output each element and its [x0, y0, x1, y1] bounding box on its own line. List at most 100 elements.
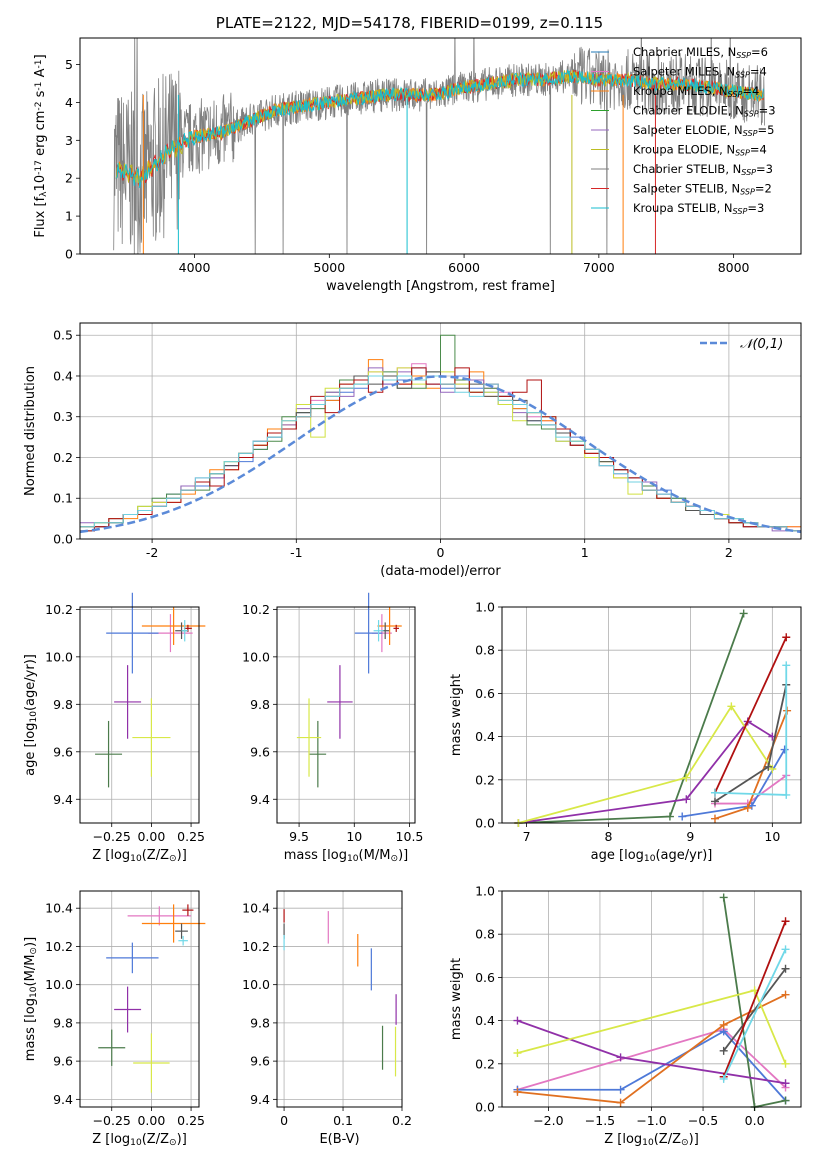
legend-label: Salpeter STELIB, NSSP=2	[633, 182, 772, 197]
x-tick-label: 7	[523, 829, 531, 844]
mass-weight-series	[518, 704, 774, 824]
y-tick-label: 9.6	[53, 1054, 73, 1069]
y-tick-label: 1	[65, 209, 73, 224]
y-tick-label: 0.2	[475, 772, 495, 787]
marker-plus	[513, 1016, 522, 1025]
y-axis-label: mass [log10(M/M⊙)]	[23, 937, 39, 1061]
y-tick-label: 9.6	[250, 744, 270, 759]
y-tick-label: 0.2	[53, 450, 73, 465]
y-tick-label: 0.4	[475, 1013, 495, 1028]
y-tick-label: 9.8	[250, 697, 270, 712]
x-tick-label: 8000	[718, 260, 750, 275]
marker-plus	[665, 812, 674, 821]
y-tick-label: 0.4	[53, 368, 73, 383]
legend-label: Kroupa STELIB, NSSP=3	[633, 201, 764, 216]
y-tick-label: 4	[65, 95, 73, 110]
x-tick-label: 7000	[583, 260, 615, 275]
y-tick-label: 10.2	[242, 939, 270, 954]
marker-plus	[781, 990, 790, 999]
marker-plus	[782, 790, 791, 799]
y-tick-label: 2	[65, 171, 73, 186]
x-tick-label: 0	[437, 545, 445, 560]
y-tick-label: 10.0	[242, 977, 270, 992]
plot-panel-7	[502, 890, 801, 1108]
marker-plus	[781, 1096, 790, 1105]
x-tick-label: 10.5	[396, 829, 424, 844]
marker-plus	[513, 1049, 522, 1057]
y-tick-label: 10.2	[45, 602, 73, 617]
legend-label: Chabrier ELODIE, NSSP=3	[633, 104, 776, 119]
legend-label: Chabrier MILES, NSSP=6	[633, 45, 768, 60]
y-tick-label: 9.4	[250, 1092, 270, 1107]
data-spectrum-line	[113, 38, 765, 254]
marker-plus	[710, 814, 719, 823]
y-tick-label: 0.6	[475, 686, 495, 701]
y-tick-label: 0.3	[53, 409, 73, 424]
axes-frame	[276, 890, 403, 1108]
y-tick-label: 9.8	[53, 1015, 73, 1030]
y-tick-label: 9.8	[53, 697, 73, 712]
marker-plus	[719, 1020, 728, 1029]
y-tick-label: 0.1	[53, 491, 73, 506]
y-tick-label: 10.0	[242, 649, 270, 664]
y-axis-label: mass weight	[449, 958, 464, 1040]
y-tick-label: 0.8	[475, 643, 495, 658]
mass-weight-series	[518, 613, 745, 824]
x-tick-label: −0.25	[93, 1113, 131, 1128]
x-tick-label: 0.25	[177, 1113, 205, 1128]
x-tick-label: 1	[581, 545, 589, 560]
x-axis-label: wavelength [Angstrom, rest frame]	[326, 279, 555, 294]
legend-label: Chabrier STELIB, NSSP=3	[633, 162, 773, 177]
x-tick-label: -2	[146, 545, 158, 560]
x-tick-label: 10	[764, 829, 780, 844]
y-tick-label: 0.0	[53, 532, 73, 547]
x-axis-label: E(B-V)	[319, 1132, 359, 1147]
x-tick-label: -1	[290, 545, 302, 560]
y-axis-label: age [log10(age/yr)]	[23, 654, 39, 776]
mass-weight-series	[714, 636, 788, 794]
plot-panel-6	[277, 891, 403, 1107]
model-spectrum-line	[115, 69, 764, 189]
x-tick-label: −2.0	[533, 1113, 563, 1128]
y-tick-label: 1.0	[475, 884, 495, 899]
y-tick-label: 0.8	[475, 927, 495, 942]
y-axis-label: mass weight	[449, 674, 464, 756]
marker-plus	[739, 609, 748, 618]
x-tick-label: 0.25	[177, 829, 205, 844]
y-tick-label: 9.4	[250, 792, 270, 807]
mass-weight-series	[517, 1030, 787, 1102]
legend-label: Kroupa MILES, NSSP=4	[633, 84, 759, 99]
x-tick-label: −0.5	[688, 1113, 718, 1128]
x-tick-label: 9.5	[289, 829, 309, 844]
marker-plus	[727, 702, 736, 711]
y-tick-label: 10.4	[45, 901, 73, 916]
y-axis-label: Normed distribution	[23, 366, 38, 496]
mass-weight-series	[722, 920, 787, 1078]
y-tick-label: 10.4	[242, 901, 270, 916]
mass-weight-series	[518, 720, 773, 824]
y-tick-label: 9.8	[250, 1015, 270, 1030]
x-axis-label: age [log10(age/yr)]	[591, 848, 713, 864]
x-tick-label: −0.25	[93, 829, 131, 844]
x-tick-label: 0.00	[137, 829, 165, 844]
x-tick-label: 0.00	[137, 1113, 165, 1128]
x-axis-label: Z [log10(Z/Z⊙)]	[92, 1132, 187, 1148]
y-tick-label: 0.4	[475, 729, 495, 744]
x-axis-label: mass [log10(M/M⊙)]	[284, 848, 408, 864]
x-tick-label: 0.0	[745, 1113, 765, 1128]
x-tick-label: 0.1	[333, 1113, 353, 1128]
axes-frame	[79, 606, 200, 824]
y-tick-label: 9.6	[250, 1054, 270, 1069]
legend-label: Salpeter MILES, NSSP=4	[633, 65, 767, 80]
plot-panel-3	[277, 607, 415, 823]
x-axis-label: Z [log10(Z/Z⊙)]	[604, 1132, 699, 1148]
x-axis-label: (data-model)/error	[380, 564, 501, 579]
legend-label: Salpeter ELODIE, NSSP=5	[633, 123, 774, 138]
x-tick-label: 6000	[448, 260, 480, 275]
legend-label: 𝒩(0,1)	[740, 337, 783, 352]
normal-curve	[79, 375, 802, 534]
marker-plus	[782, 661, 791, 670]
marker-plus	[513, 1087, 522, 1096]
marker-plus	[781, 1079, 790, 1088]
